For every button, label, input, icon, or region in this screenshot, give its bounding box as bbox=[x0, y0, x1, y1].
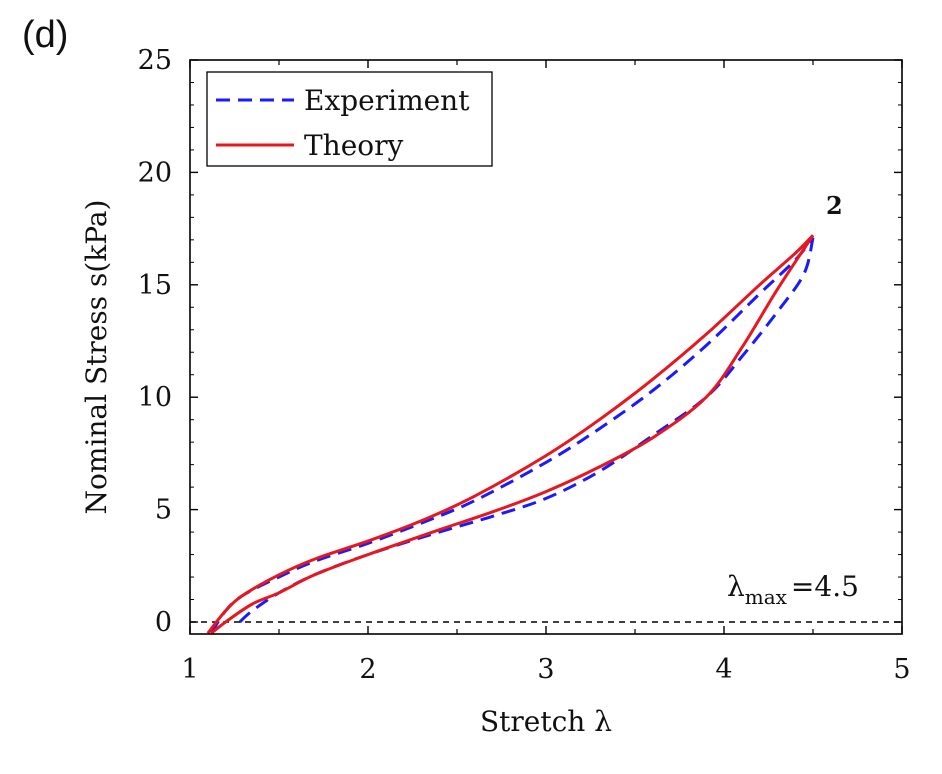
theory-unloading-curve bbox=[210, 234, 815, 634]
legend-experiment-label: Experiment bbox=[304, 84, 470, 117]
theory-loading-curve bbox=[206, 234, 815, 634]
annotations: 2 λmax =4.5 bbox=[727, 191, 859, 609]
panel-label: (d) bbox=[22, 14, 69, 56]
lambda-max-annotation: λmax =4.5 bbox=[727, 570, 859, 609]
x-tick-label: 4 bbox=[715, 654, 732, 685]
y-tick-label: 15 bbox=[138, 270, 172, 301]
x-tick-label: 3 bbox=[537, 654, 554, 685]
x-tick-label: 2 bbox=[359, 654, 376, 685]
x-axis-label: Stretch λ bbox=[480, 705, 612, 738]
y-tick-label: 0 bbox=[155, 607, 172, 638]
legend-theory-label: Theory bbox=[304, 129, 404, 162]
series-curves bbox=[206, 234, 815, 634]
plot-area bbox=[190, 234, 902, 634]
lambda-value: =4.5 bbox=[791, 570, 859, 603]
y-tick-label: 10 bbox=[138, 382, 172, 413]
experiment-unloading-curve bbox=[238, 237, 815, 624]
x-tick-label: 1 bbox=[181, 654, 198, 685]
legend-box bbox=[206, 71, 493, 167]
legend: Experiment Theory bbox=[206, 71, 493, 167]
y-tick-label: 5 bbox=[155, 495, 172, 526]
lambda-symbol: λ bbox=[727, 570, 745, 603]
lambda-subscript: max bbox=[745, 585, 788, 609]
axes: 1 2 3 4 5 0 5 10 15 20 25 Stretch λ Nominal Stress s… bbox=[80, 45, 911, 738]
x-tick-label: 5 bbox=[893, 654, 910, 685]
experiment-loading-curve bbox=[210, 236, 815, 634]
y-axis-label: Nominal Stress s(kPa) bbox=[80, 200, 113, 515]
corner-label: 2 bbox=[826, 191, 843, 220]
y-tick-label: 20 bbox=[138, 157, 172, 188]
y-tick-label: 25 bbox=[138, 45, 172, 76]
